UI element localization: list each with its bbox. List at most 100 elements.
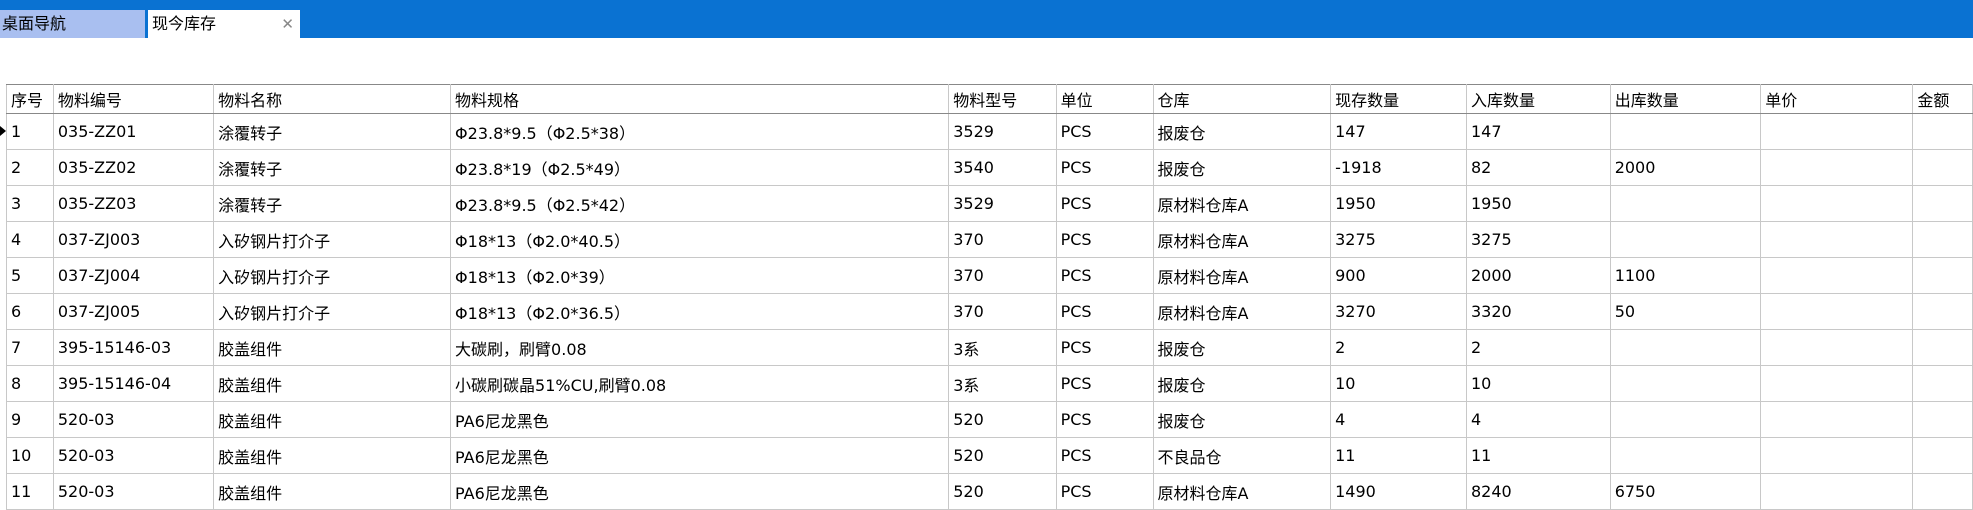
table-cell: 1 xyxy=(6,113,54,150)
table-cell: 入矽钢片打介子 xyxy=(213,257,452,294)
table-cell xyxy=(1760,329,1914,366)
table-row[interactable]: 4 037-ZJ003 入矽钢片打介子 Φ18*13（Φ2.0*40.5） 370 PCS… xyxy=(6,221,1973,258)
column-header[interactable]: 单价 xyxy=(1760,84,1914,114)
tab-active[interactable]: 现今库存 ✕ xyxy=(148,10,300,38)
table-cell: 报废仓 xyxy=(1152,401,1332,438)
table-cell: 胶盖组件 xyxy=(213,365,452,402)
table-cell xyxy=(1912,437,1973,474)
table-cell: 4 xyxy=(1330,401,1467,438)
column-header[interactable]: 序号 xyxy=(6,84,54,114)
table-cell: 原材料仓库A xyxy=(1152,257,1332,294)
column-header[interactable]: 物料编号 xyxy=(52,84,215,114)
table-cell: 3529 xyxy=(948,185,1057,222)
column-header[interactable]: 物料型号 xyxy=(948,84,1057,114)
table-cell: PCS xyxy=(1055,185,1154,222)
table-cell: 2 xyxy=(6,149,54,186)
table-cell: 原材料仓库A xyxy=(1152,221,1332,258)
table-cell: 037-ZJ003 xyxy=(52,221,215,258)
table-cell: 原材料仓库A xyxy=(1152,293,1332,330)
table-cell: 10 xyxy=(6,437,54,474)
table-cell: 10 xyxy=(1465,365,1611,402)
table-cell: 037-ZJ005 xyxy=(52,293,215,330)
table-cell xyxy=(1912,473,1973,510)
table-cell: 报废仓 xyxy=(1152,113,1332,150)
table-cell xyxy=(1760,437,1914,474)
table-cell xyxy=(1609,185,1762,222)
table-body: 1 035-ZZ01 涂覆转子 Φ23.8*9.5（Φ2.5*38） 3529 PCS 报废… xyxy=(6,113,1973,510)
table-cell xyxy=(1760,149,1914,186)
table-cell: 大碳刷，刷臂0.08 xyxy=(450,329,950,366)
table-row[interactable]: 5 037-ZJ004 入矽钢片打介子 Φ18*13（Φ2.0*39） 370 PCS 原材… xyxy=(6,257,1973,294)
table-row[interactable]: 9 520-03 胶盖组件 PA6尼龙黑色 520 PCS 报废仓 4 4 xyxy=(6,401,1973,438)
table-row[interactable]: 8 395-15146-04 胶盖组件 小碳刷碳晶51%CU,刷臂0.08 3系 PCS 报… xyxy=(6,365,1973,402)
table-cell: 2000 xyxy=(1609,149,1762,186)
table-cell: PCS xyxy=(1055,293,1154,330)
column-header[interactable]: 单位 xyxy=(1055,84,1154,114)
table-cell: 报废仓 xyxy=(1152,329,1332,366)
table-cell: Φ18*13（Φ2.0*40.5） xyxy=(450,221,950,258)
table-cell xyxy=(1912,185,1973,222)
table-cell: 3275 xyxy=(1330,221,1467,258)
table-cell: 3320 xyxy=(1465,293,1611,330)
table-row[interactable]: 10 520-03 胶盖组件 PA6尼龙黑色 520 PCS 不良品仓 11 11 xyxy=(6,437,1973,474)
column-header[interactable]: 仓库 xyxy=(1152,84,1332,114)
table-cell: 2 xyxy=(1330,329,1467,366)
table-cell xyxy=(1912,329,1973,366)
table-cell: 900 xyxy=(1330,257,1467,294)
table-cell: -1918 xyxy=(1330,149,1467,186)
table-cell xyxy=(1912,293,1973,330)
table-cell: 3275 xyxy=(1465,221,1611,258)
table-cell: 涂覆转子 xyxy=(213,113,452,150)
inventory-table: 序号 物料编号 物料名称 物料规格 物料型号 单位 仓库 现存数量 入库数量 出库数量 单价 金额 1… xyxy=(6,84,1973,510)
table-cell: 胶盖组件 xyxy=(213,473,452,510)
table-cell: 8 xyxy=(6,365,54,402)
tab-bar: 桌面导航 现今库存 ✕ xyxy=(0,0,1973,38)
table-cell: 520 xyxy=(948,437,1057,474)
table-cell: Φ23.8*9.5（Φ2.5*42） xyxy=(450,185,950,222)
column-header[interactable]: 物料名称 xyxy=(213,84,452,114)
table-cell: 035-ZZ03 xyxy=(52,185,215,222)
table-cell: 涂覆转子 xyxy=(213,149,452,186)
table-cell: 9 xyxy=(6,401,54,438)
table-cell: 11 xyxy=(1330,437,1467,474)
table-cell: 胶盖组件 xyxy=(213,401,452,438)
table-cell: 胶盖组件 xyxy=(213,437,452,474)
table-cell xyxy=(1912,149,1973,186)
table-cell xyxy=(1609,365,1762,402)
column-header[interactable]: 金额 xyxy=(1912,84,1973,114)
table-row[interactable]: 1 035-ZZ01 涂覆转子 Φ23.8*9.5（Φ2.5*38） 3529 PCS 报废… xyxy=(6,113,1973,150)
column-header[interactable]: 物料规格 xyxy=(450,84,950,114)
table-cell: 1950 xyxy=(1465,185,1611,222)
table-cell: PCS xyxy=(1055,149,1154,186)
row-indicator xyxy=(0,126,6,136)
column-header[interactable]: 现存数量 xyxy=(1330,84,1467,114)
table-cell: PCS xyxy=(1055,401,1154,438)
table-cell: 胶盖组件 xyxy=(213,329,452,366)
table-cell: 3540 xyxy=(948,149,1057,186)
table-cell: 037-ZJ004 xyxy=(52,257,215,294)
table-cell: 2000 xyxy=(1465,257,1611,294)
table-cell: 520 xyxy=(948,401,1057,438)
table-cell xyxy=(1912,113,1973,150)
table-row[interactable]: 3 035-ZZ03 涂覆转子 Φ23.8*9.5（Φ2.5*42） 3529 PCS 原材… xyxy=(6,185,1973,222)
table-cell: 035-ZZ01 xyxy=(52,113,215,150)
table-cell: 涂覆转子 xyxy=(213,185,452,222)
table-cell: 520-03 xyxy=(52,473,215,510)
tab[interactable]: 桌面导航 xyxy=(0,10,145,38)
table-row[interactable]: 7 395-15146-03 胶盖组件 大碳刷，刷臂0.08 3系 PCS 报废仓 2 2 xyxy=(6,329,1973,366)
table-cell xyxy=(1912,365,1973,402)
table-cell: 147 xyxy=(1330,113,1467,150)
table-cell: 370 xyxy=(948,257,1057,294)
table-cell: 5 xyxy=(6,257,54,294)
table-cell: 50 xyxy=(1609,293,1762,330)
table-row[interactable]: 6 037-ZJ005 入矽钢片打介子 Φ18*13（Φ2.0*36.5） 370 PCS… xyxy=(6,293,1973,330)
table-cell xyxy=(1609,437,1762,474)
column-header[interactable]: 入库数量 xyxy=(1465,84,1611,114)
table-row[interactable]: 11 520-03 胶盖组件 PA6尼龙黑色 520 PCS 原材料仓库A 1490 8240 6… xyxy=(6,473,1973,510)
tab-label: 现今库存 xyxy=(152,14,217,33)
column-header[interactable]: 出库数量 xyxy=(1609,84,1762,114)
table-cell xyxy=(1912,257,1973,294)
close-button[interactable]: ✕ xyxy=(281,15,294,33)
table-row[interactable]: 2 035-ZZ02 涂覆转子 Φ23.8*19（Φ2.5*49） 3540 PCS 报废仓… xyxy=(6,149,1973,186)
